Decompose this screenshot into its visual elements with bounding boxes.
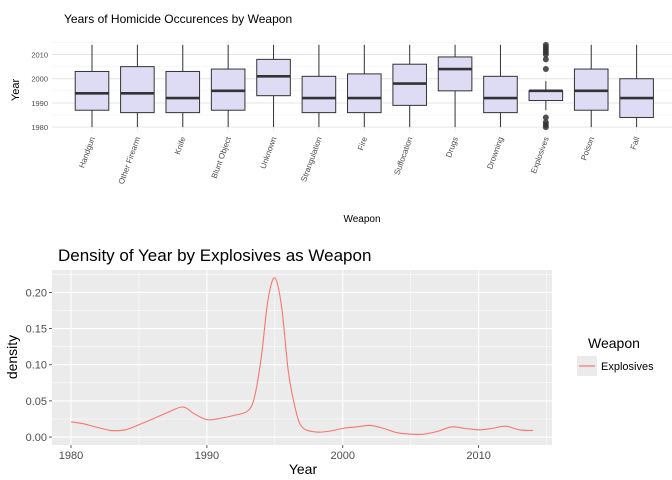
- box-handgun: [74, 44, 110, 128]
- density-y-tick-label: 0.15: [26, 324, 47, 336]
- box-x-tick-label: Drugs: [444, 136, 460, 159]
- density-x-tick-label: 1980: [59, 450, 83, 462]
- box-x-tick-label: Handgun: [77, 136, 97, 170]
- box-x-tick-label: Suffocation: [392, 136, 414, 177]
- box-x-tick-label: Unknown: [259, 136, 279, 170]
- box-outlier-point: [542, 114, 549, 121]
- density-y-tick-label: 0.10: [26, 360, 47, 372]
- box-suffocation: [392, 44, 427, 128]
- box-y-tick-label: 2010: [31, 51, 48, 60]
- box-other-firearm: [120, 44, 155, 128]
- box-x-tick-label: Poison: [579, 136, 596, 162]
- box-explosives: [528, 41, 564, 131]
- box-x-tick-label: Strangulation: [299, 136, 324, 183]
- box-iqr: [301, 75, 337, 114]
- density-chart-title: Density of Year by Explosives as Weapon: [58, 246, 371, 265]
- box-outlier-point: [542, 119, 549, 126]
- density-x-tick-label: 2000: [331, 450, 355, 462]
- box-plot-x-axis: Handgun Other Firearm Knife Blunt Object Unk…: [77, 135, 641, 186]
- box-x-tick-label: Explosives: [529, 136, 551, 175]
- box-outlier-point: [542, 66, 549, 73]
- box-x-tick-label: Blunt Object: [210, 135, 234, 180]
- box-knife: [165, 44, 201, 128]
- box-x-tick-label: Drowning: [485, 136, 505, 171]
- density-panel-background: [52, 270, 552, 445]
- box-iqr: [483, 75, 518, 114]
- density-chart: Density of Year by Explosives as Weapon …: [4, 246, 654, 477]
- box-y-tick-label: 2000: [31, 75, 48, 84]
- legend-title: Weapon: [588, 335, 640, 351]
- box-plot-y-axis-label: Year: [10, 79, 22, 102]
- box-outlier-point: [542, 41, 549, 48]
- density-y-tick-label: 0.00: [26, 432, 47, 444]
- density-y-tick-label: 0.20: [26, 287, 47, 299]
- box-poison: [573, 44, 609, 128]
- density-x-tick-label: 2010: [466, 450, 490, 462]
- box-plot-chart: Years of Homicide Occurences by Weapon 1…: [10, 12, 672, 225]
- box-drowning: [483, 44, 518, 128]
- box-blunt-object: [210, 44, 246, 128]
- box-x-tick-label: Other Firearm: [117, 135, 143, 185]
- box-x-tick-label: Fall: [629, 135, 642, 150]
- box-iqr: [120, 66, 155, 114]
- box-outlier-point: [542, 56, 549, 63]
- box-iqr: [528, 90, 564, 102]
- box-drugs: [437, 44, 473, 128]
- box-iqr: [165, 70, 201, 114]
- density-y-tick-label: 0.05: [26, 396, 47, 408]
- density-x-axis: 1980 1990 2000 2010: [59, 445, 491, 462]
- box-fire: [347, 44, 382, 128]
- density-legend: Weapon Explosives: [577, 335, 654, 376]
- density-x-tick-label: 1990: [195, 450, 219, 462]
- box-fall: [619, 44, 654, 128]
- box-iqr: [437, 56, 473, 92]
- legend-label-explosives: Explosives: [601, 361, 654, 373]
- box-plot-boxes: [74, 41, 654, 131]
- density-grid: [52, 270, 552, 445]
- density-x-axis-label: Year: [289, 461, 318, 477]
- box-iqr: [74, 70, 110, 111]
- box-strangulation: [301, 44, 337, 128]
- box-y-tick-label: 1980: [31, 123, 48, 132]
- density-y-axis: 0.00 0.05 0.10 0.15 0.20: [26, 287, 52, 444]
- box-plot-x-axis-label: Weapon: [343, 214, 380, 225]
- box-x-tick-label: Fire: [356, 135, 369, 152]
- box-y-tick-label: 1990: [31, 99, 48, 108]
- density-y-axis-label: density: [4, 335, 20, 379]
- box-x-tick-label: Knife: [173, 135, 188, 156]
- box-unknown: [256, 44, 291, 128]
- density-line-explosives: [70, 277, 534, 435]
- box-plot-y-axis: 1980 1990 2000 2010: [31, 51, 48, 133]
- box-plot-title: Years of Homicide Occurences by Weapon: [64, 12, 292, 26]
- box-iqr: [347, 73, 382, 114]
